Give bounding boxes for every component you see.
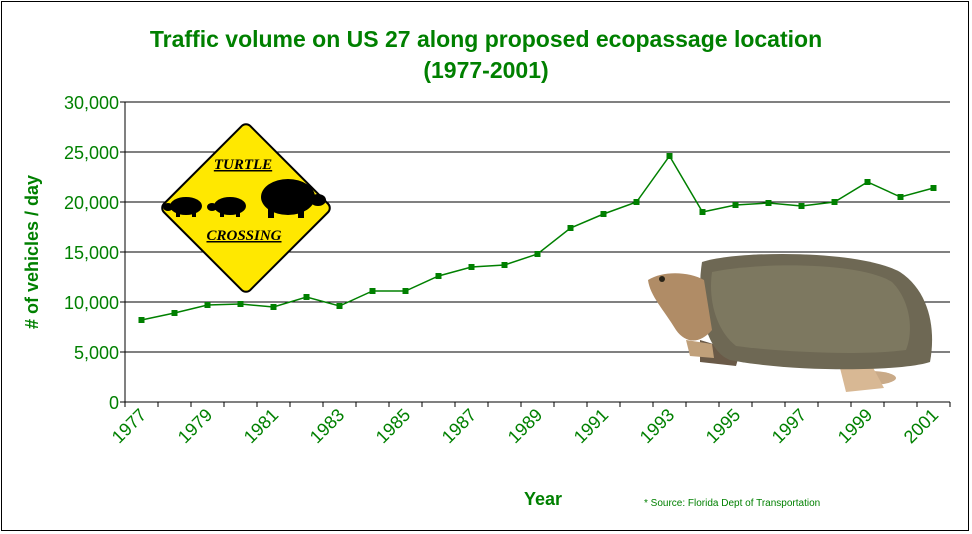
y-tick-label: 10,000 bbox=[64, 293, 119, 313]
data-point-marker bbox=[831, 199, 838, 205]
x-tick-label: 1995 bbox=[702, 405, 744, 447]
data-point-marker bbox=[567, 225, 574, 231]
data-point-marker bbox=[534, 251, 541, 257]
sign-bottom-text: CROSSING bbox=[206, 228, 281, 244]
data-point-marker bbox=[171, 310, 178, 316]
series-markers bbox=[138, 153, 937, 323]
y-tick-label: 25,000 bbox=[64, 143, 119, 163]
y-tick-label: 5,000 bbox=[74, 343, 119, 363]
data-point-marker bbox=[897, 194, 904, 200]
data-point-marker bbox=[336, 303, 343, 309]
data-point-marker bbox=[864, 179, 871, 185]
turtle-silhouettes-icon bbox=[163, 179, 326, 218]
data-point-marker bbox=[138, 317, 145, 323]
y-tick-label: 30,000 bbox=[64, 93, 119, 113]
x-tick-label: 1979 bbox=[174, 405, 216, 447]
data-point-marker bbox=[930, 185, 937, 191]
x-tick-label: 1983 bbox=[306, 405, 348, 447]
data-point-marker bbox=[633, 199, 640, 205]
source-note: * Source: Florida Dept of Transportation bbox=[644, 498, 821, 509]
y-tick-label: 0 bbox=[109, 393, 119, 413]
x-axis-ticks: 1977 1979 1981 1983 1985 1987 1989 1991 1993 1995… bbox=[108, 402, 951, 447]
data-point-marker bbox=[501, 262, 508, 268]
x-tick-label: 1993 bbox=[636, 405, 678, 447]
y-axis-ticks: 0 5,000 10,000 15,000 20,000 25,000 30,000 bbox=[64, 93, 125, 413]
data-point-marker bbox=[303, 294, 310, 300]
x-tick-label: 1987 bbox=[438, 405, 480, 447]
x-tick-label: 2001 bbox=[900, 405, 942, 447]
data-point-marker bbox=[270, 304, 277, 310]
data-point-marker bbox=[600, 211, 607, 217]
data-point-marker bbox=[237, 301, 244, 307]
x-tick-label: 1999 bbox=[834, 405, 876, 447]
chart-title: Traffic volume on US 27 along proposed e… bbox=[0, 24, 972, 86]
x-axis-label: Year bbox=[524, 489, 562, 509]
data-point-marker bbox=[402, 288, 409, 294]
data-point-marker bbox=[765, 200, 772, 206]
data-point-marker bbox=[798, 203, 805, 209]
data-point-marker bbox=[435, 273, 442, 279]
x-tick-label: 1981 bbox=[240, 405, 282, 447]
data-point-marker bbox=[699, 209, 706, 215]
turtle-crossing-sign: TURTLE CROSSING bbox=[161, 123, 331, 293]
x-tick-label: 1997 bbox=[768, 405, 810, 447]
data-point-marker bbox=[666, 153, 673, 159]
chart-subtitle: (1977-2001) bbox=[423, 57, 549, 83]
chart-title-line: Traffic volume on US 27 along proposed e… bbox=[149, 26, 823, 52]
data-point-marker bbox=[369, 288, 376, 294]
data-point-marker bbox=[468, 264, 475, 270]
y-tick-label: 15,000 bbox=[64, 243, 119, 263]
y-axis-label: # of vehicles / day bbox=[22, 175, 42, 329]
y-tick-label: 20,000 bbox=[64, 193, 119, 213]
x-tick-label: 1985 bbox=[372, 405, 414, 447]
sign-top-text: TURTLE bbox=[214, 157, 272, 173]
softshell-turtle-image bbox=[648, 253, 933, 392]
data-point-marker bbox=[204, 302, 211, 308]
data-point-marker bbox=[732, 202, 739, 208]
x-tick-label: 1991 bbox=[570, 405, 612, 447]
x-tick-label: 1989 bbox=[504, 405, 546, 447]
